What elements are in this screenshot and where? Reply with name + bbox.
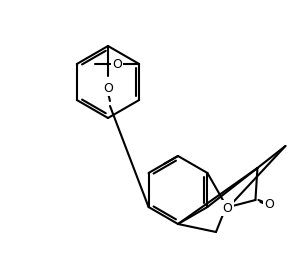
Text: O: O [264,197,274,210]
Text: O: O [223,201,232,215]
Text: O: O [112,58,122,70]
Text: O: O [103,82,113,94]
